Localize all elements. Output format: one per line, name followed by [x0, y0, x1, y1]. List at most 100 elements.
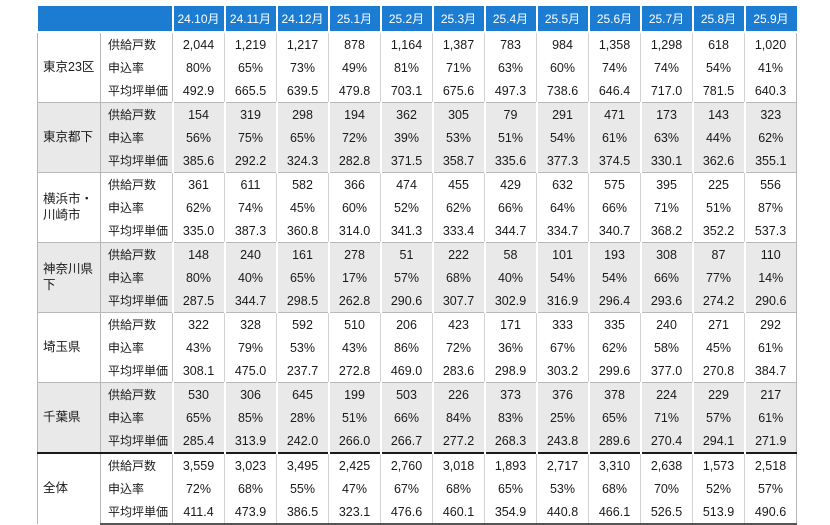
- value-cell: 296.4: [587, 289, 641, 313]
- value-cell: 530: [171, 382, 225, 406]
- table-row: 全体 供給戸数 3,559 3,023 3,495 2,425 2,760 3,018 1,89…: [37, 452, 797, 524]
- table-row: 平均坪単価 492.9 665.5 639.5 479.8 703.1 675.6 497.3…: [38, 79, 797, 103]
- value-cell: 645: [275, 382, 329, 406]
- value-cell: 341.3: [380, 219, 433, 243]
- value-cell: 193: [587, 242, 641, 266]
- value-cell: 377.3: [535, 149, 589, 173]
- value-cell: 51%: [483, 126, 537, 149]
- value-cell: 314.0: [328, 219, 381, 243]
- metric-label-cell: 平均坪単価: [100, 500, 173, 525]
- value-cell: 2,638: [640, 452, 693, 477]
- value-cell: 1,020: [744, 31, 797, 56]
- value-cell: 291: [535, 102, 589, 126]
- value-cell: 323: [743, 102, 797, 126]
- value-cell: 387.3: [224, 219, 277, 243]
- value-cell: 340.7: [588, 219, 641, 243]
- value-cell: 64%: [536, 196, 589, 219]
- value-cell: 65%: [484, 477, 537, 500]
- value-cell: 61%: [743, 406, 797, 429]
- value-cell: 199: [327, 382, 381, 406]
- value-cell: 110: [743, 242, 797, 266]
- value-cell: 60%: [536, 56, 589, 79]
- value-cell: 2,425: [328, 452, 381, 477]
- value-cell: 271: [692, 312, 745, 336]
- value-cell: 65%: [587, 406, 641, 429]
- value-cell: 308.1: [172, 359, 225, 383]
- value-cell: 2,717: [536, 452, 589, 477]
- value-cell: 277.2: [431, 429, 485, 453]
- value-cell: 44%: [691, 126, 745, 149]
- region-name-cell: 千葉県: [37, 382, 101, 453]
- value-cell: 268.3: [483, 429, 537, 453]
- value-cell: 72%: [432, 336, 485, 359]
- value-cell: 41%: [744, 56, 797, 79]
- value-cell: 83%: [483, 406, 537, 429]
- value-cell: 618: [692, 31, 745, 56]
- value-cell: 298.9: [484, 359, 537, 383]
- value-cell: 54%: [692, 56, 745, 79]
- value-cell: 781.5: [692, 79, 745, 103]
- value-cell: 2,518: [744, 452, 797, 477]
- table-row: 平均坪単価 287.5 344.7 298.5 262.8 290.6 307.7 302.9…: [38, 289, 797, 313]
- value-cell: 54%: [535, 266, 589, 289]
- value-cell: 56%: [171, 126, 225, 149]
- value-cell: 473.9: [224, 500, 277, 525]
- region-name-cell: 埼玉県: [37, 312, 101, 383]
- value-cell: 582: [276, 172, 329, 196]
- value-cell: 57%: [744, 477, 797, 500]
- value-cell: 984: [536, 31, 589, 56]
- value-cell: 371.5: [379, 149, 433, 173]
- value-cell: 17%: [327, 266, 381, 289]
- value-cell: 225: [692, 172, 745, 196]
- value-cell: 65%: [275, 266, 329, 289]
- value-cell: 632: [536, 172, 589, 196]
- value-cell: 49%: [328, 56, 381, 79]
- value-cell: 58: [483, 242, 537, 266]
- value-cell: 77%: [691, 266, 745, 289]
- value-cell: 526.5: [640, 500, 693, 525]
- metric-label-cell: 平均坪単価: [100, 219, 173, 243]
- value-cell: 377.0: [640, 359, 693, 383]
- value-cell: 62%: [743, 126, 797, 149]
- value-cell: 299.6: [588, 359, 641, 383]
- value-cell: 738.6: [536, 79, 589, 103]
- value-cell: 54%: [535, 126, 589, 149]
- value-cell: 298: [275, 102, 329, 126]
- value-cell: 492.9: [172, 79, 225, 103]
- value-cell: 2,044: [172, 31, 225, 56]
- value-cell: 72%: [327, 126, 381, 149]
- metric-label-cell: 申込率: [100, 56, 173, 79]
- value-cell: 45%: [276, 196, 329, 219]
- value-cell: 475.0: [224, 359, 277, 383]
- value-cell: 306: [223, 382, 277, 406]
- table-row: 東京都下 供給戸数 154 319 298 194 362 305 79 291 471 173 143…: [37, 102, 797, 173]
- value-cell: 1,217: [276, 31, 329, 56]
- value-cell: 3,559: [172, 452, 225, 477]
- value-cell: 665.5: [224, 79, 277, 103]
- value-cell: 324.3: [275, 149, 329, 173]
- value-cell: 497.3: [484, 79, 537, 103]
- value-cell: 65%: [171, 406, 225, 429]
- value-cell: 54%: [587, 266, 641, 289]
- value-cell: 266.0: [327, 429, 381, 453]
- value-cell: 510: [328, 312, 381, 336]
- month-header-cell: 24.12月: [275, 6, 329, 33]
- value-cell: 72%: [172, 477, 225, 500]
- value-cell: 466.1: [588, 500, 641, 525]
- value-cell: 471: [587, 102, 641, 126]
- value-cell: 476.6: [380, 500, 433, 525]
- metric-label-cell: 平均坪単価: [100, 359, 173, 383]
- value-cell: 161: [275, 242, 329, 266]
- value-cell: 333.4: [432, 219, 485, 243]
- value-cell: 47%: [328, 477, 381, 500]
- value-cell: 717.0: [640, 79, 693, 103]
- value-cell: 70%: [640, 477, 693, 500]
- value-cell: 3,310: [588, 452, 641, 477]
- table-row: 横浜市・川崎市 供給戸数 361 611 582 366 474 455 429 632 575 39…: [37, 172, 797, 243]
- value-cell: 65%: [224, 56, 277, 79]
- value-cell: 292.2: [223, 149, 277, 173]
- value-cell: 592: [276, 312, 329, 336]
- value-cell: 1,358: [588, 31, 641, 56]
- value-cell: 330.1: [639, 149, 693, 173]
- metric-label-cell: 供給戸数: [100, 31, 173, 56]
